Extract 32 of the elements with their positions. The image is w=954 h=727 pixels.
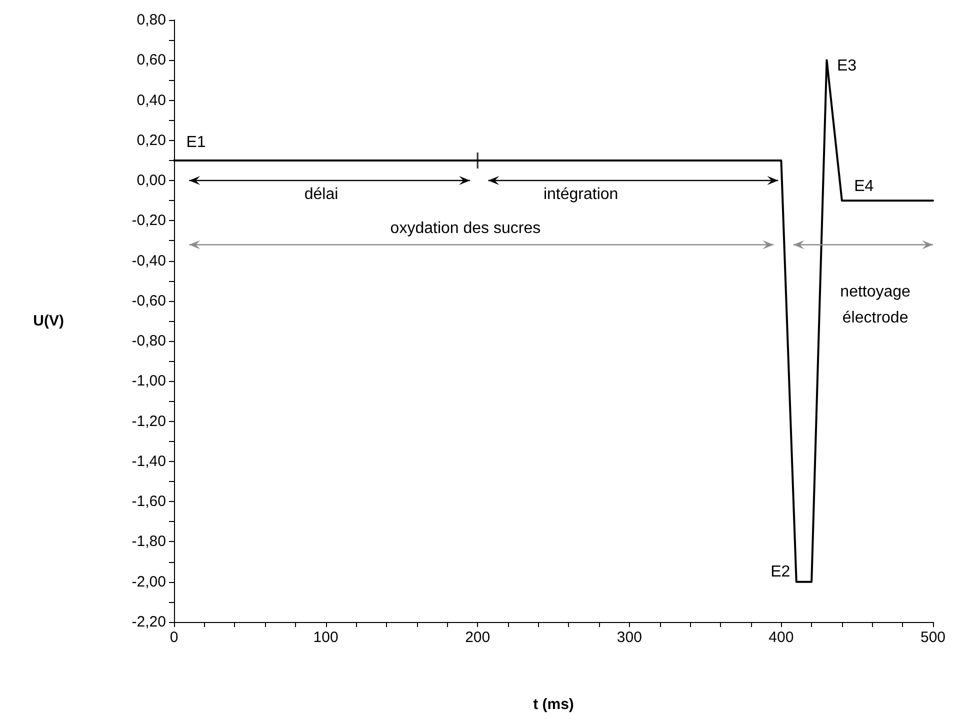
y-tick-label: 0,60 <box>136 52 166 69</box>
y-axis-title: U(V) <box>33 312 64 330</box>
x-tick-label: 500 <box>920 629 946 646</box>
x-tick-label: 300 <box>616 629 642 646</box>
y-tick-label: -1,80 <box>132 533 166 550</box>
annotation: délai <box>304 186 338 204</box>
y-tick-label: -2,00 <box>132 573 166 590</box>
x-axis-title: t (ms) <box>533 696 574 713</box>
y-tick-label: -1,60 <box>132 493 166 510</box>
x-tick-label: 0 <box>170 629 178 646</box>
y-tick-label: 0,40 <box>136 92 166 109</box>
x-tick-label: 200 <box>465 629 490 646</box>
annotation: oxydation des sucres <box>390 220 541 238</box>
x-tick-label: 100 <box>313 629 338 646</box>
y-tick-label: 0,80 <box>136 12 166 28</box>
annotation: nettoyage électrode <box>840 283 911 326</box>
y-tick-label: -0,20 <box>132 212 166 230</box>
x-tick-label: 400 <box>768 629 794 646</box>
y-tick-label: -2,20 <box>132 614 166 630</box>
y-tick-label: -1,20 <box>132 412 166 430</box>
y-tick-label: -0,40 <box>132 252 166 270</box>
y-tick-label: -1,40 <box>132 452 166 470</box>
annotation: E3 <box>836 58 857 75</box>
annotation: E4 <box>854 178 874 196</box>
annotation: intégration <box>543 186 618 204</box>
y-tick-label: 0,00 <box>136 172 166 190</box>
y-tick-label: -0,80 <box>132 332 166 350</box>
annotation: E2 <box>770 563 790 580</box>
y-tick-label: 0,20 <box>136 132 166 149</box>
y-tick-label: -0,60 <box>132 292 166 310</box>
y-tick-label: -1,00 <box>132 372 166 390</box>
annotation: E1 <box>186 134 206 151</box>
